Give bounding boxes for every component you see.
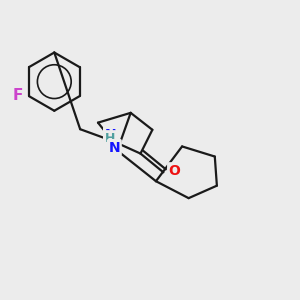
Text: H: H xyxy=(105,132,115,145)
Text: N: N xyxy=(105,128,116,142)
Text: N: N xyxy=(109,141,120,154)
Text: F: F xyxy=(13,88,23,103)
Text: O: O xyxy=(169,164,181,178)
